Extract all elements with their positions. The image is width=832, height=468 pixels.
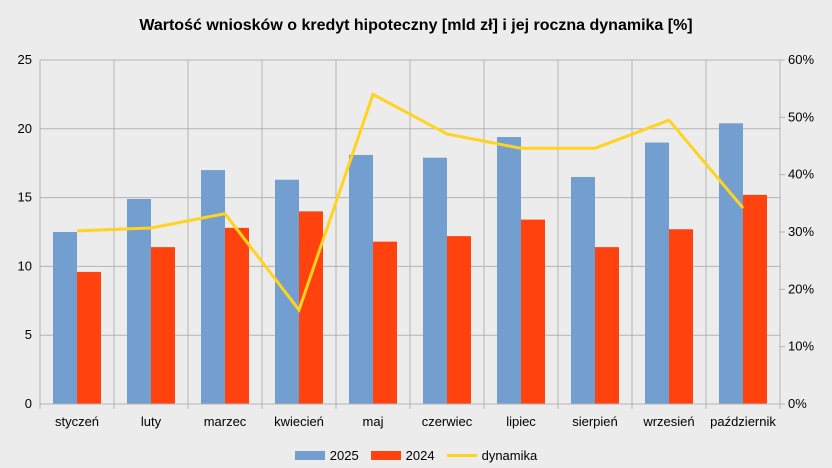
bar-2025 [275, 179, 299, 404]
chart-plot: 0 5 10 15 20 25 0% 10% 20% 30% 40% 50% 60% styczeń lut… [18, 52, 815, 429]
bar-2024 [225, 227, 249, 404]
bar-2025 [719, 123, 743, 405]
x-tick-label: sierpień [572, 414, 618, 429]
y-left-tick-label: 15 [18, 190, 32, 205]
legend: 2025 2024 dynamika [0, 448, 832, 463]
y-left-tick-label: 20 [18, 121, 32, 136]
bar-2024 [373, 241, 397, 404]
line-dynamika [76, 92, 745, 314]
legend-swatch-2025 [294, 451, 325, 460]
bar-2024 [521, 219, 545, 404]
legend-item-2024: 2024 [370, 448, 435, 463]
y-left-tick-label: 0 [25, 396, 32, 411]
bar-2025 [349, 154, 373, 404]
legend-label-dynamika: dynamika [481, 448, 538, 463]
x-tick-label: maj [363, 414, 384, 429]
bar-2025 [127, 198, 151, 404]
chart-title: Wartość wniosków o kredyt hipoteczny [ml… [139, 17, 693, 34]
bar-2024 [447, 236, 471, 404]
legend-item-2025: 2025 [294, 448, 359, 463]
bar-2025 [53, 232, 77, 404]
bar-2024 [743, 194, 767, 404]
y-right-tick-label: 40% [788, 167, 814, 182]
y-right-tick-label: 0% [788, 396, 807, 411]
bar-2024 [669, 229, 693, 404]
y-right-tick-label: 50% [788, 109, 814, 124]
legend-label-2025: 2025 [329, 448, 359, 463]
bar-2025 [201, 170, 225, 404]
x-tick-label: czerwiec [422, 414, 473, 429]
bar-2024 [595, 247, 619, 404]
bar-2025 [571, 176, 595, 404]
bar-2024 [151, 247, 175, 404]
legend-swatch-dynamika [446, 454, 477, 457]
bar-2025 [423, 157, 447, 404]
bar-2024 [299, 211, 323, 404]
bar-2025 [497, 137, 521, 404]
y-left-tick-label: 10 [18, 258, 32, 273]
x-tick-label: styczeń [55, 414, 99, 429]
x-tick-label: marzec [204, 414, 247, 429]
bar-2024 [77, 271, 101, 404]
x-tick-label: październik [710, 414, 776, 429]
x-tick-label: lipiec [506, 414, 536, 429]
x-tick-label: kwiecień [274, 414, 324, 429]
y-right-tick-label: 20% [788, 281, 814, 296]
legend-swatch-2024 [370, 451, 401, 460]
y-left-tick-label: 5 [25, 327, 32, 342]
x-tick-label: luty [141, 414, 162, 429]
y-right-tick-label: 10% [788, 339, 814, 354]
legend-label-2024: 2024 [405, 448, 435, 463]
bar-2025 [645, 142, 669, 404]
y-right-tick-label: 30% [788, 224, 814, 239]
y-left-tick-label: 25 [18, 52, 32, 67]
y-right-tick-label: 60% [788, 52, 814, 67]
legend-item-dynamika: dynamika [446, 448, 538, 463]
x-tick-label: wrzesień [642, 414, 694, 429]
